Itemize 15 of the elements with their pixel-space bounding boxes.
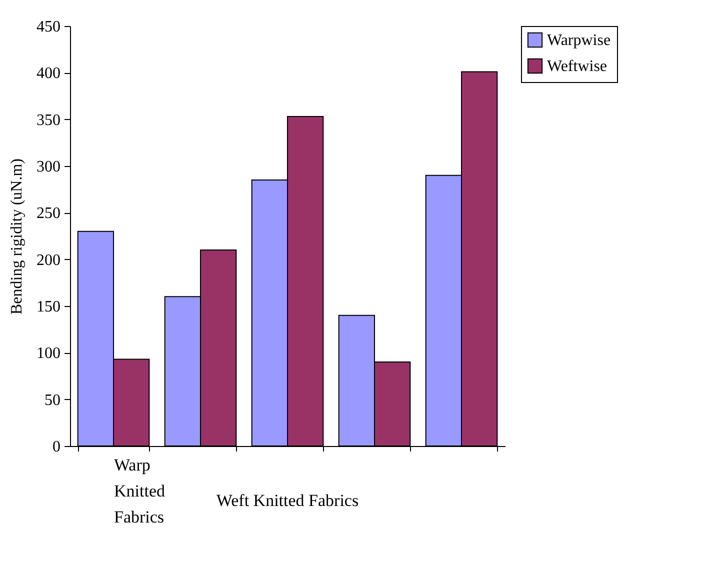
y-tick-label: 450 xyxy=(36,18,60,36)
x-tick-label: Warp Knitted Fabrics xyxy=(114,456,166,526)
legend-label: Weftwise xyxy=(547,58,608,75)
y-tick-label: 50 xyxy=(44,392,60,409)
y-tick-label: 100 xyxy=(36,345,60,362)
y-tick-label: 150 xyxy=(36,298,60,316)
y-tick-label: 300 xyxy=(36,158,60,176)
y-axis-title: Bending rigidity (uN.m) xyxy=(8,158,26,314)
y-tick-label: 400 xyxy=(36,65,60,82)
y-tick-label: 200 xyxy=(36,252,60,269)
text: Weft Knitted Fabrics xyxy=(216,491,359,510)
y-tick-label: 250 xyxy=(36,205,60,222)
legend-label: Warpwise xyxy=(547,32,611,49)
y-tick-label: 0 xyxy=(52,438,60,456)
y-tick-label: 350 xyxy=(36,112,60,129)
